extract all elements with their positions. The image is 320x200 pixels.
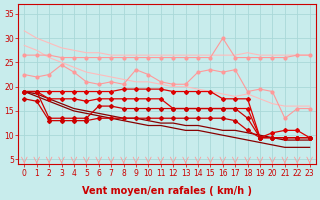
X-axis label: Vent moyen/en rafales ( km/h ): Vent moyen/en rafales ( km/h ) (82, 186, 252, 196)
